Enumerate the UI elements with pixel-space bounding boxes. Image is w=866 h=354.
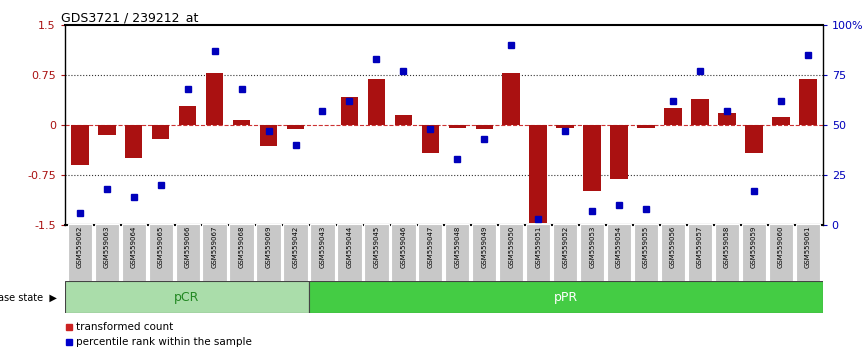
Text: GSM559062: GSM559062 xyxy=(77,225,83,268)
Text: disease state  ▶: disease state ▶ xyxy=(0,292,57,302)
Bar xyxy=(502,73,520,125)
Bar xyxy=(584,125,601,192)
Bar xyxy=(368,79,385,125)
Text: GSM559048: GSM559048 xyxy=(455,225,461,268)
FancyBboxPatch shape xyxy=(310,224,334,284)
Text: GSM559068: GSM559068 xyxy=(238,225,244,268)
Bar xyxy=(179,106,197,125)
Text: GSM559066: GSM559066 xyxy=(184,225,191,268)
FancyBboxPatch shape xyxy=(742,224,766,284)
Text: GSM559051: GSM559051 xyxy=(535,225,541,268)
FancyBboxPatch shape xyxy=(176,224,200,284)
Text: GSM559046: GSM559046 xyxy=(400,225,406,268)
Text: GSM559044: GSM559044 xyxy=(346,225,352,268)
FancyBboxPatch shape xyxy=(607,224,631,284)
Bar xyxy=(395,115,412,125)
Bar xyxy=(152,125,170,139)
Text: GSM559054: GSM559054 xyxy=(616,225,622,268)
FancyBboxPatch shape xyxy=(418,224,443,284)
Bar xyxy=(206,73,223,125)
Bar xyxy=(691,99,708,125)
FancyBboxPatch shape xyxy=(365,224,389,284)
Bar xyxy=(71,125,88,165)
FancyBboxPatch shape xyxy=(229,224,254,284)
FancyBboxPatch shape xyxy=(661,224,685,284)
FancyBboxPatch shape xyxy=(526,224,550,284)
Bar xyxy=(449,125,466,128)
FancyBboxPatch shape xyxy=(121,224,145,284)
Bar xyxy=(340,97,359,125)
FancyBboxPatch shape xyxy=(68,224,92,284)
Text: pCR: pCR xyxy=(174,291,199,304)
FancyBboxPatch shape xyxy=(580,224,604,284)
FancyBboxPatch shape xyxy=(688,224,712,284)
Bar xyxy=(772,117,790,125)
Text: GSM559047: GSM559047 xyxy=(427,225,433,268)
FancyBboxPatch shape xyxy=(391,224,416,284)
Bar xyxy=(745,125,763,153)
FancyBboxPatch shape xyxy=(634,224,658,284)
Text: GSM559053: GSM559053 xyxy=(589,225,595,268)
Text: GSM559056: GSM559056 xyxy=(670,225,676,268)
Text: GSM559060: GSM559060 xyxy=(778,225,784,268)
Text: GSM559045: GSM559045 xyxy=(373,225,379,268)
Bar xyxy=(260,125,277,146)
FancyBboxPatch shape xyxy=(796,224,820,284)
FancyBboxPatch shape xyxy=(149,224,173,284)
Text: GSM559043: GSM559043 xyxy=(320,225,326,268)
Text: pPR: pPR xyxy=(553,291,578,304)
Bar xyxy=(637,125,655,128)
Text: GSM559058: GSM559058 xyxy=(724,225,730,268)
Bar xyxy=(664,108,682,125)
Text: GSM559064: GSM559064 xyxy=(131,225,137,268)
Bar xyxy=(718,113,736,125)
FancyBboxPatch shape xyxy=(338,224,362,284)
Text: GSM559042: GSM559042 xyxy=(293,225,299,268)
Bar xyxy=(422,125,439,153)
FancyBboxPatch shape xyxy=(283,224,307,284)
Bar xyxy=(125,125,143,158)
Text: percentile rank within the sample: percentile rank within the sample xyxy=(76,337,252,348)
Text: GSM559055: GSM559055 xyxy=(643,225,650,268)
FancyBboxPatch shape xyxy=(256,224,281,284)
Bar xyxy=(529,125,547,223)
Bar xyxy=(799,79,817,125)
Text: GSM559063: GSM559063 xyxy=(104,225,110,268)
Text: GSM559059: GSM559059 xyxy=(751,225,757,268)
Text: GSM559069: GSM559069 xyxy=(266,225,272,268)
Text: transformed count: transformed count xyxy=(76,321,173,332)
Text: GSM559049: GSM559049 xyxy=(481,225,488,268)
FancyBboxPatch shape xyxy=(65,281,308,313)
FancyBboxPatch shape xyxy=(553,224,578,284)
FancyBboxPatch shape xyxy=(445,224,469,284)
Bar xyxy=(475,125,493,130)
FancyBboxPatch shape xyxy=(769,224,793,284)
FancyBboxPatch shape xyxy=(94,224,119,284)
Text: GSM559065: GSM559065 xyxy=(158,225,164,268)
Text: GSM559050: GSM559050 xyxy=(508,225,514,268)
Text: GSM559052: GSM559052 xyxy=(562,225,568,268)
Bar xyxy=(233,120,250,125)
FancyBboxPatch shape xyxy=(308,281,823,313)
FancyBboxPatch shape xyxy=(203,224,227,284)
Text: GDS3721 / 239212_at: GDS3721 / 239212_at xyxy=(61,11,198,24)
Text: GSM559061: GSM559061 xyxy=(805,225,811,268)
Bar xyxy=(98,125,115,135)
Bar xyxy=(287,125,304,130)
FancyBboxPatch shape xyxy=(499,224,523,284)
Text: GSM559067: GSM559067 xyxy=(211,225,217,268)
Text: GSM559057: GSM559057 xyxy=(697,225,703,268)
FancyBboxPatch shape xyxy=(714,224,739,284)
Bar xyxy=(611,125,628,179)
Bar xyxy=(557,125,574,128)
FancyBboxPatch shape xyxy=(472,224,496,284)
